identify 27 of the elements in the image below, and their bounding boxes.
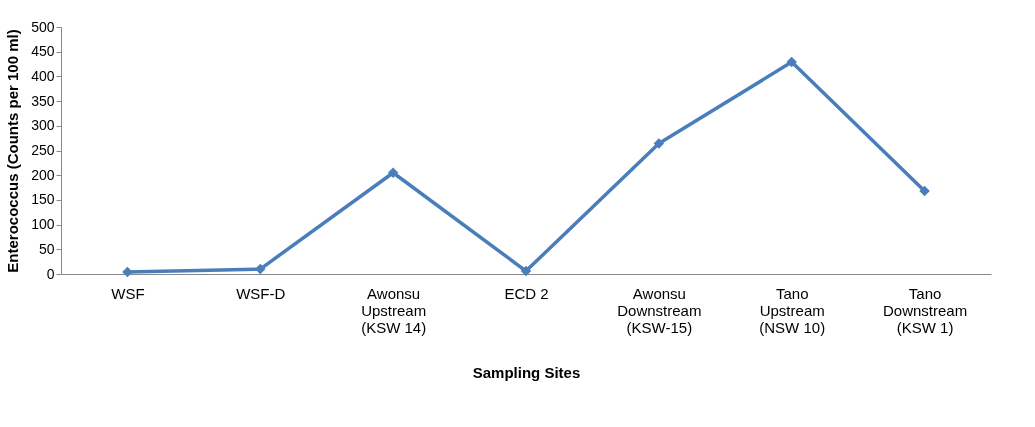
y-axis-title: Enterococcus (Counts per 100 ml) xyxy=(4,29,22,273)
x-tick-label: Tano Downstream (KSW 1) xyxy=(882,284,968,336)
y-tick-label: 300 xyxy=(31,117,55,134)
x-tick-label: Awonsu Upstream (KSW 14) xyxy=(361,284,427,336)
y-tick-label: 400 xyxy=(31,67,55,84)
x-tick-label: Awonsu Downstream (KSW-15) xyxy=(617,284,702,336)
x-tick-label: Tano Upstream (NSW 10) xyxy=(759,284,826,336)
y-tick-label: 0 xyxy=(46,265,55,282)
point xyxy=(520,265,532,277)
y-tick-label: 250 xyxy=(31,142,55,158)
x-tick-label: WSF-D xyxy=(236,284,286,302)
point xyxy=(786,56,797,68)
y-tick-label: 200 xyxy=(31,166,55,183)
y-tick-label: 150 xyxy=(31,191,55,208)
point xyxy=(653,138,665,149)
point xyxy=(255,263,266,275)
y-tick-label: 450 xyxy=(31,43,55,60)
y-tick-label: 500 xyxy=(31,18,55,35)
y-tick-label: 50 xyxy=(38,240,55,257)
x-tick-label: WSF xyxy=(111,284,145,302)
x-tick-label: ECD 2 xyxy=(504,284,549,302)
y-tick-label: 350 xyxy=(31,92,55,109)
y-tick-label: 100 xyxy=(31,216,55,233)
point xyxy=(919,185,930,197)
point xyxy=(122,266,133,278)
x-axis-title: Sampling Sites xyxy=(472,363,581,381)
point xyxy=(387,167,399,178)
